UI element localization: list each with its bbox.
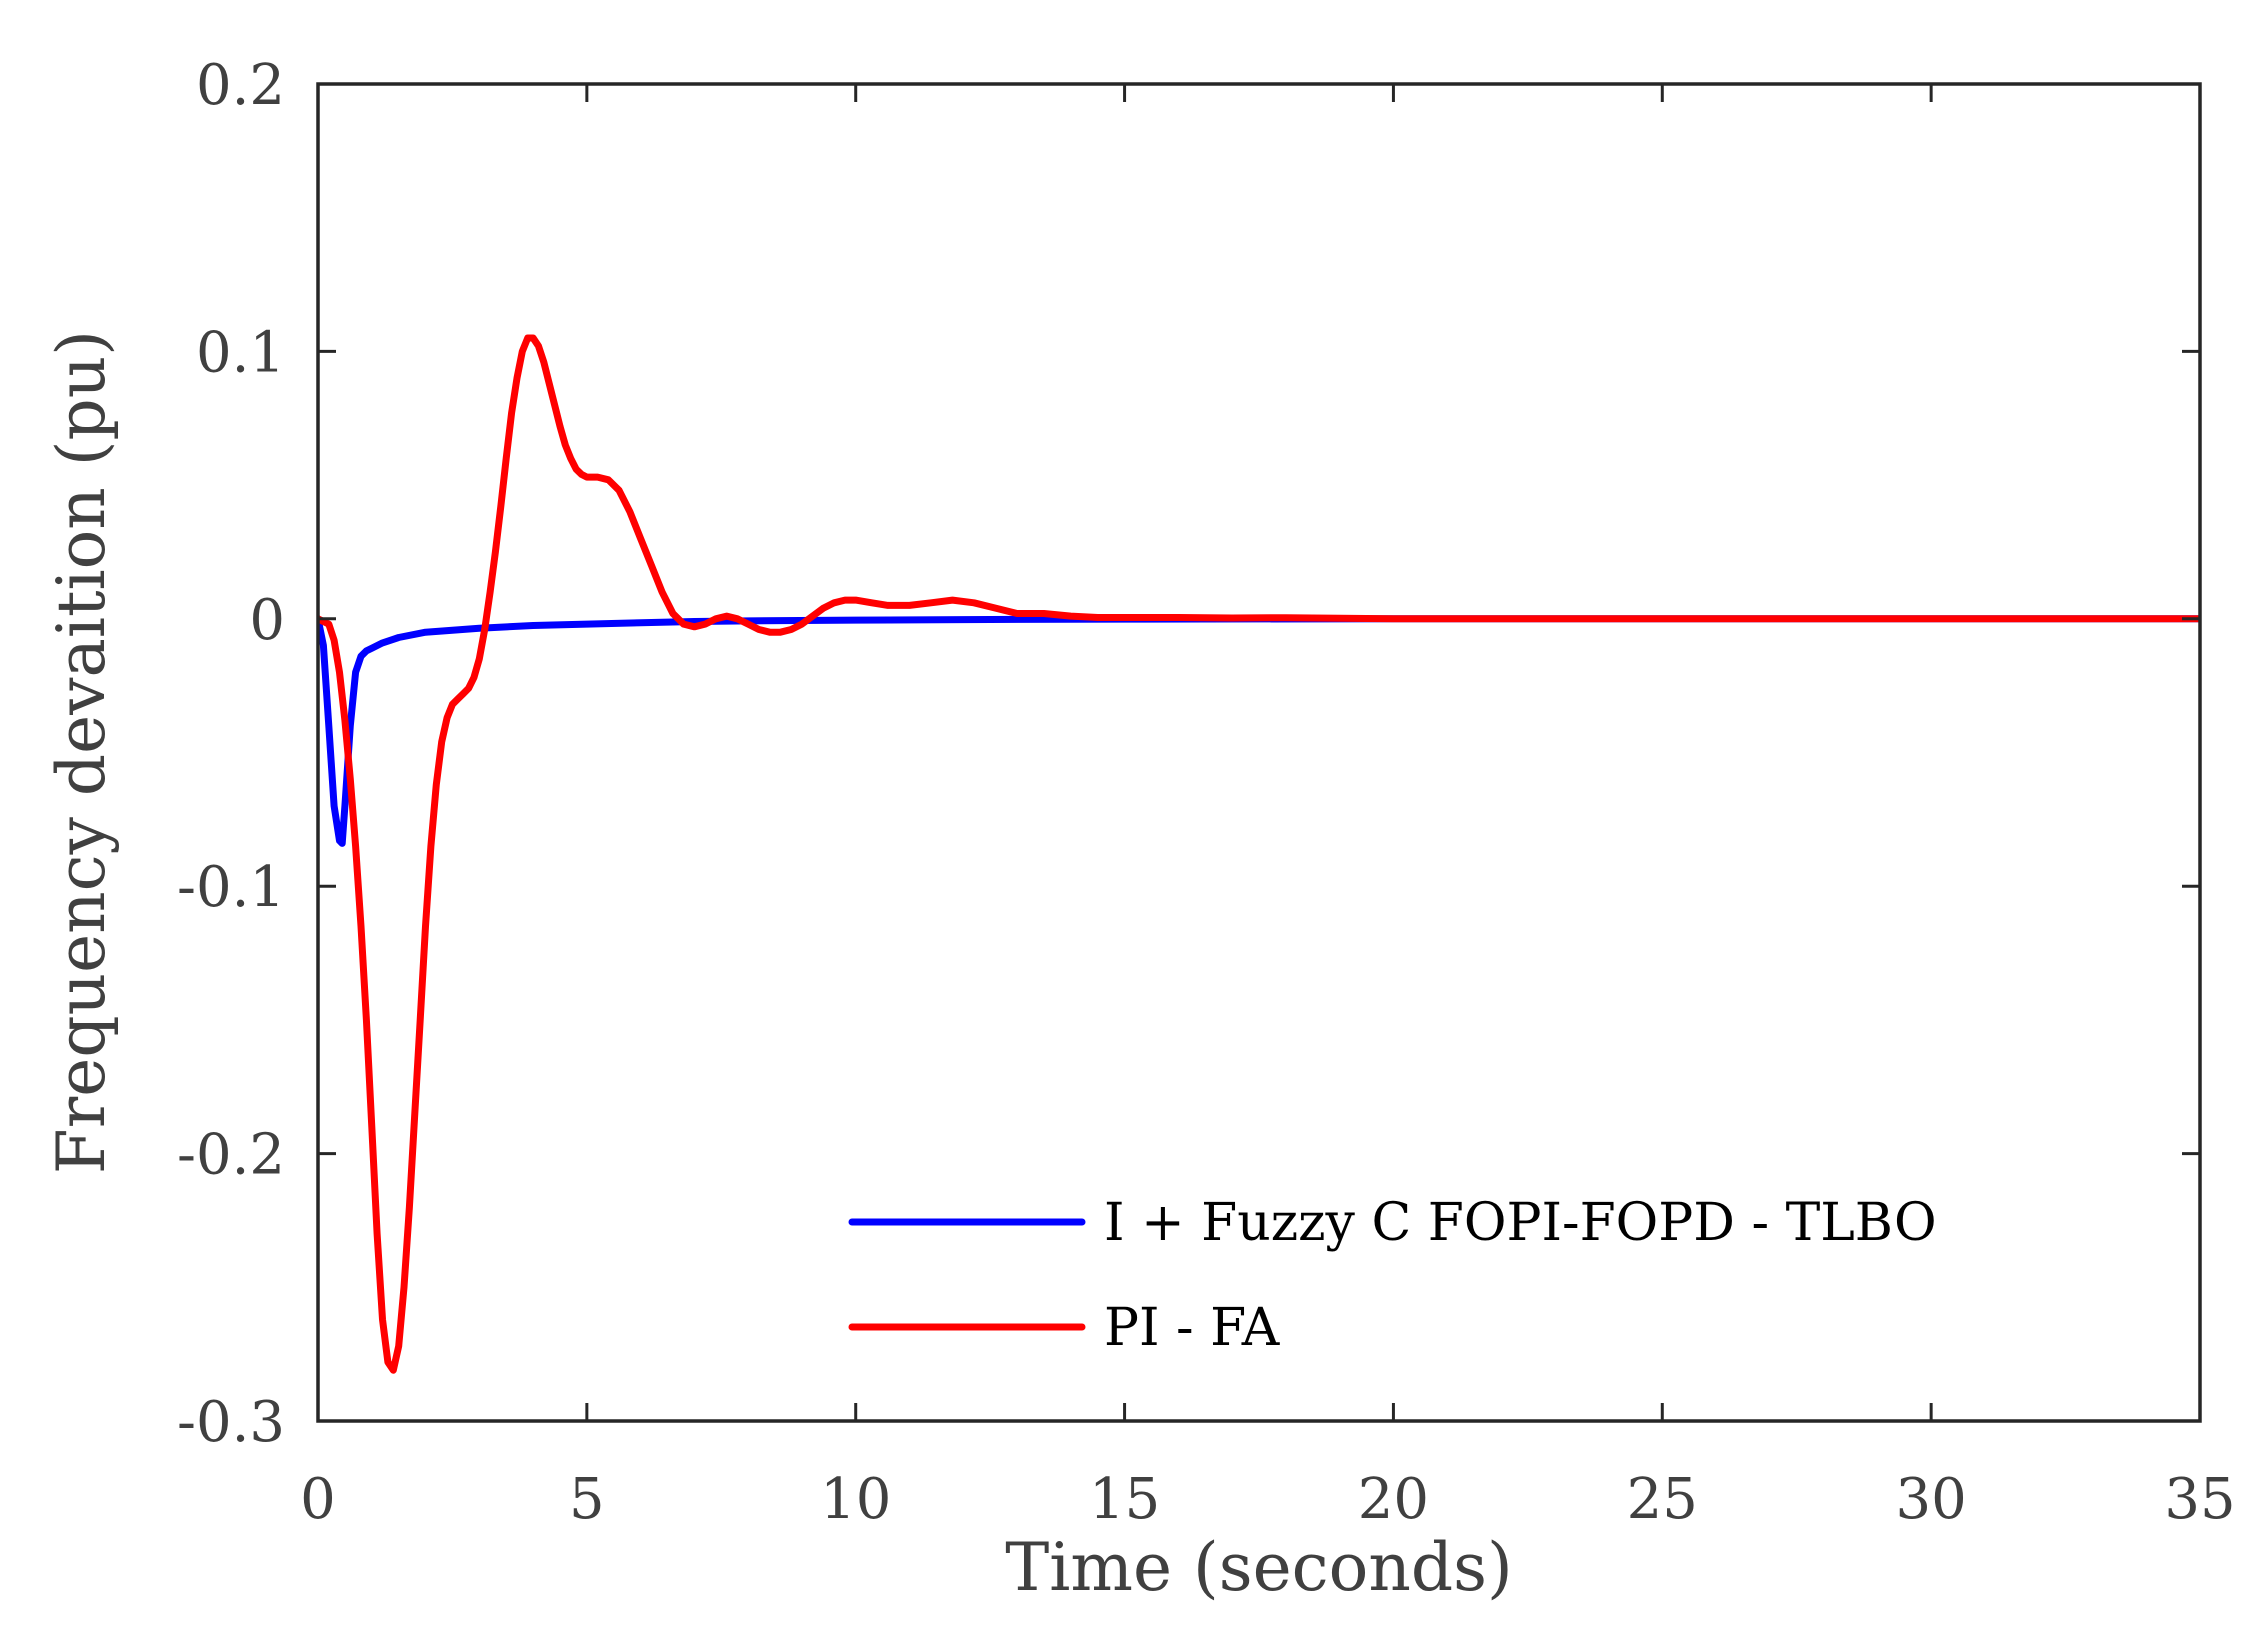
x-tick-label: 20 [1358, 1467, 1429, 1532]
legend-label-pi-fa: PI - FA [1104, 1298, 1281, 1358]
x-tick-label: 10 [820, 1467, 891, 1532]
series-line-pi-fa [318, 334, 2200, 1374]
x-tick-label: 30 [1896, 1467, 1967, 1532]
y-tick-label: -0.1 [177, 855, 285, 920]
y-tick-label: 0.1 [196, 320, 285, 385]
y-tick-label: -0.3 [177, 1390, 285, 1455]
x-tick-label: 0 [300, 1467, 336, 1532]
x-tick-label: 5 [569, 1467, 605, 1532]
x-tick-label: 15 [1089, 1467, 1160, 1532]
plot-background [318, 84, 2200, 1421]
x-tick-label: 25 [1627, 1467, 1698, 1532]
y-tick-label: 0 [249, 588, 285, 653]
y-tick-label: -0.2 [177, 1123, 285, 1188]
plot-frame [316, 82, 2202, 1423]
legend: I + Fuzzy C FOPI-FOPD - TLBO PI - FA [848, 1193, 1937, 1358]
plot-area [316, 82, 2202, 1423]
legend-label-fuzzy-tlbo: I + Fuzzy C FOPI-FOPD - TLBO [1104, 1193, 1937, 1253]
x-tick-label: 35 [2164, 1467, 2235, 1532]
x-axis-title: Time (seconds) [1005, 1529, 1513, 1606]
series-line-fuzzy-tlbo [318, 615, 2200, 847]
axes-ticks: 0 5 10 15 20 25 30 35 0.2 0.1 0 -0.1 -0.2 -0.3 Time (s… [43, 53, 2236, 1606]
y-axis-title: Frequency devaition (pu) [43, 330, 120, 1174]
y-tick-label: 0.2 [196, 53, 285, 118]
